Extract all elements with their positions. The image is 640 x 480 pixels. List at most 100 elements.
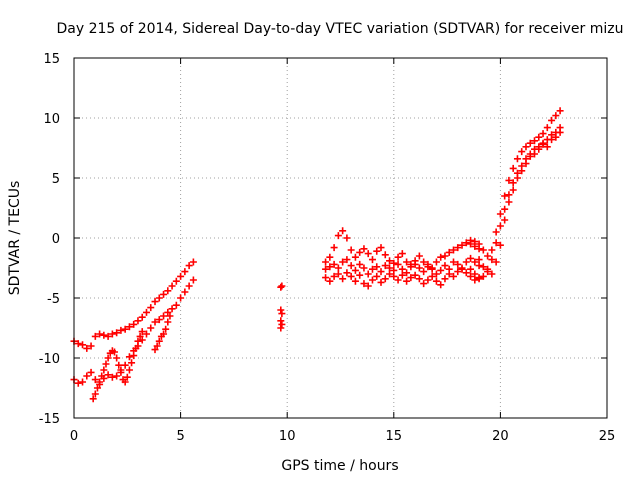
data-point [168,282,176,290]
x-tick-label: 5 [176,429,184,444]
data-point [343,256,351,264]
data-point [368,256,376,264]
data-point [492,258,500,266]
data-point [381,262,389,270]
data-point [488,246,496,254]
data-point [130,320,138,328]
data-point [123,373,131,381]
data-point [128,359,136,367]
data-point [155,337,163,345]
x-tick-label: 10 [279,429,296,444]
data-point [172,277,180,285]
data-point [471,238,479,246]
data-point [91,332,99,340]
data-point [347,246,355,254]
data-point [278,320,286,328]
y-axis-label: SDTVAR / TECUs [7,181,23,296]
data-point [356,260,364,268]
data-point [138,328,146,336]
data-point [428,265,436,273]
data-point [343,269,351,277]
data-point [518,148,526,156]
data-point [488,256,496,264]
data-point [162,325,170,333]
data-point [475,256,483,264]
data-point [177,272,185,280]
data-point [394,253,402,261]
data-point [172,301,180,309]
data-point [386,270,394,278]
data-point [278,282,286,290]
data-point [343,234,351,242]
data-point [334,264,342,272]
data-point [93,384,101,392]
data-point [138,313,146,321]
data-point [339,227,347,235]
data-point [74,340,82,348]
data-point [368,276,376,284]
data-point [330,260,338,268]
y-tick-label: -15 [39,412,60,427]
data-point [181,288,189,296]
data-point [424,276,432,284]
data-point [121,361,129,369]
data-point [125,353,133,361]
data-point [368,265,376,273]
data-point [509,179,517,187]
data-point [437,266,445,274]
data-point [155,316,163,324]
data-point [322,258,330,266]
data-point [471,270,479,278]
data-point [415,264,423,272]
data-point [377,278,385,286]
data-point [151,298,159,306]
data-point [548,136,556,144]
data-point [339,258,347,266]
data-point [475,275,483,283]
data-point [432,270,440,278]
data-point [151,346,159,354]
data-point [347,272,355,280]
data-point [185,282,193,290]
data-point [539,130,547,138]
data-point [415,252,423,260]
data-point [437,281,445,289]
data-point [398,250,406,258]
x-tick-label: 0 [70,429,78,444]
data-point [535,145,543,153]
data-point [356,271,364,279]
data-point [132,344,140,352]
data-point [411,271,419,279]
data-point [117,326,125,334]
y-tick-label: -5 [47,292,60,307]
data-series [70,258,197,352]
data-point [91,376,99,384]
data-point [277,317,285,325]
data-point [492,228,500,236]
data-point [189,276,197,284]
data-point [96,330,104,338]
data-point [398,265,406,273]
data-point [432,277,440,285]
data-point [531,150,539,158]
data-point [484,268,492,276]
data-point [390,266,398,274]
data-point [160,330,168,338]
data-point [91,390,99,398]
data-point [326,253,334,261]
data-point [168,305,176,313]
data-point [475,240,483,248]
data-point [513,174,521,182]
data-point [509,164,517,172]
data-point [334,232,342,240]
data-point [160,290,168,298]
data-point [351,253,359,261]
chart-title: Day 215 of 2014, Sidereal Day-to-day VTE… [57,21,624,37]
data-point [394,260,402,268]
data-point [108,373,116,381]
data-point [142,308,150,316]
data-point [83,344,91,352]
data-point [189,258,197,266]
data-point [147,304,155,312]
data-point [462,258,470,266]
